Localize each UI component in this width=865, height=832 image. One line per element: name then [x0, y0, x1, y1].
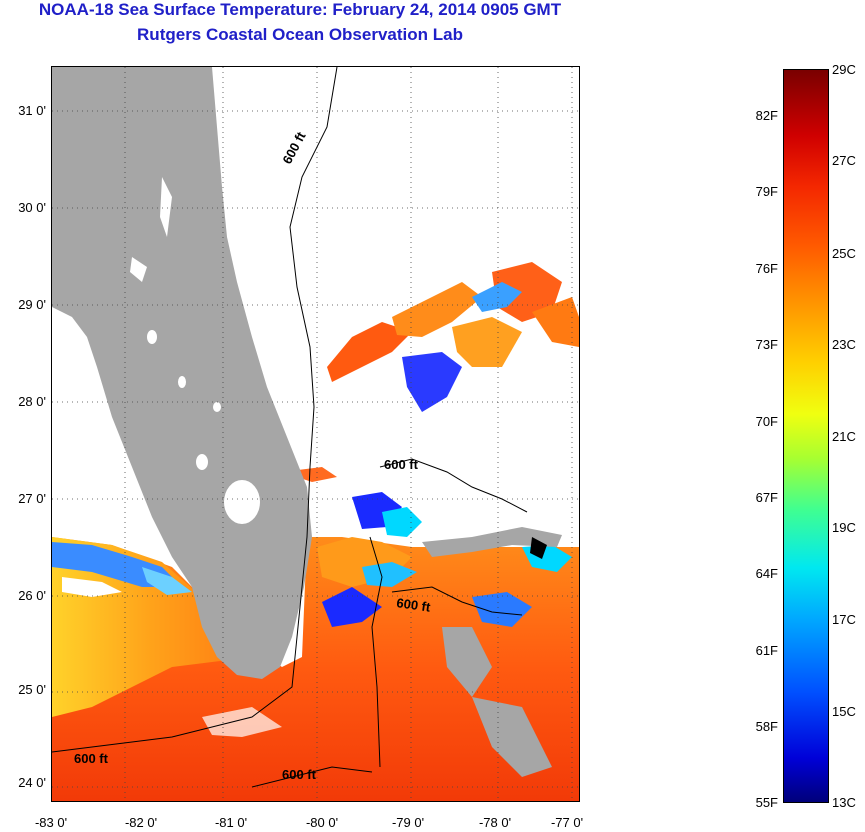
colorbar-label-70f: 70F — [755, 414, 778, 429]
isobath-600ft — [52, 67, 528, 788]
colorbar-label-82f: 82F — [755, 108, 778, 123]
lat-label-25: 25 0' — [18, 682, 46, 697]
colorbar-label-13c: 13C — [832, 795, 856, 810]
map-subtitle: Rutgers Coastal Ocean Observation Lab — [137, 25, 463, 44]
colorbar-label-27c: 27C — [832, 153, 856, 168]
lon-label-79: -79 0' — [391, 815, 425, 830]
lat-label-31: 31 0' — [18, 103, 46, 118]
isobath-label-keys: 600 ft — [396, 595, 432, 615]
lon-label-81: -81 0' — [214, 815, 248, 830]
isobath-label-bahamas: 600 ft — [384, 457, 419, 472]
sst-data-north — [282, 262, 579, 537]
sst-map-canvas: 600 ft 600 ft 600 ft 600 ft 600 ft — [52, 67, 579, 801]
temperature-colorbar — [783, 69, 829, 803]
sst-map: 600 ft 600 ft 600 ft 600 ft 600 ft — [51, 66, 580, 802]
colorbar-label-23c: 23C — [832, 337, 856, 352]
isobath-label-gulf: 600 ft — [74, 751, 109, 766]
lat-label-30: 30 0' — [18, 200, 46, 215]
lat-label-28: 28 0' — [18, 394, 46, 409]
colorbar-label-15c: 15C — [832, 704, 856, 719]
colorbar-label-19c: 19C — [832, 520, 856, 535]
lat-label-24: 24 0' — [18, 775, 46, 790]
bahamas-land — [422, 527, 562, 559]
lon-label-82: -82 0' — [124, 815, 158, 830]
lon-label-78: -78 0' — [478, 815, 512, 830]
colorbar-label-29c: 29C — [832, 62, 856, 77]
colorbar-label-76f: 76F — [755, 261, 778, 276]
lon-label-80: -80 0' — [305, 815, 339, 830]
map-title: NOAA-18 Sea Surface Temperature: Februar… — [38, 0, 562, 19]
lat-label-29: 29 0' — [18, 297, 46, 312]
colorbar-label-67f: 67F — [755, 490, 778, 505]
colorbar-label-61f: 61F — [755, 643, 778, 658]
lat-label-26: 26 0' — [18, 588, 46, 603]
colorbar-label-17c: 17C — [832, 612, 856, 627]
isobath-label-north: 600 ft — [279, 129, 309, 167]
colorbar-label-21c: 21C — [832, 429, 856, 444]
colorbar-label-73f: 73F — [755, 337, 778, 352]
sst-data-south — [52, 537, 579, 801]
isobath-label-south: 600 ft — [282, 767, 317, 782]
florida-landmass — [52, 67, 312, 679]
colorbar-label-58f: 58F — [755, 719, 778, 734]
colorbar-label-55f: 55F — [755, 795, 778, 810]
lat-label-27: 27 0' — [18, 491, 46, 506]
lon-label-83: -83 0' — [34, 815, 68, 830]
colorbar-label-79f: 79F — [755, 184, 778, 199]
colorbar-label-25c: 25C — [832, 246, 856, 261]
colorbar-label-64f: 64F — [755, 566, 778, 581]
lon-label-77: -77 0' — [550, 815, 584, 830]
